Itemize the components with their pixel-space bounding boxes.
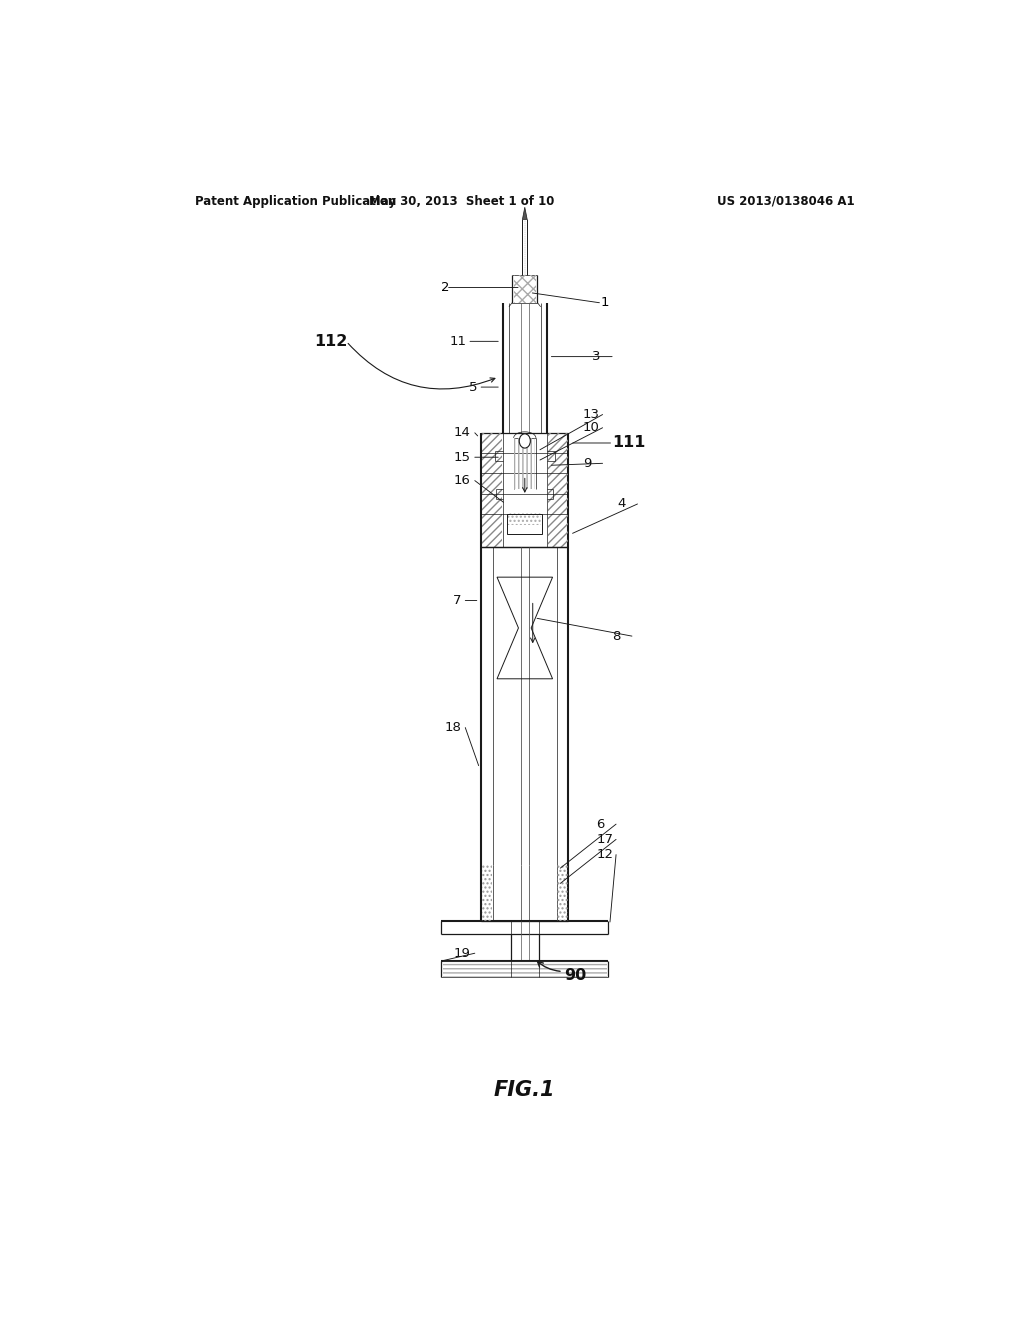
Bar (557, 865, 567, 921)
FancyArrowPatch shape (348, 343, 495, 389)
Bar (443, 961, 606, 977)
FancyArrowPatch shape (538, 961, 560, 972)
Text: 7: 7 (453, 594, 461, 607)
Text: 12: 12 (596, 849, 613, 861)
Text: 14: 14 (454, 426, 471, 440)
Text: 90: 90 (564, 968, 587, 983)
Text: 8: 8 (612, 630, 621, 643)
Bar (482, 865, 493, 921)
Text: 17: 17 (596, 833, 613, 846)
Text: 10: 10 (583, 421, 600, 434)
Text: 111: 111 (612, 436, 645, 450)
Text: US 2013/0138046 A1: US 2013/0138046 A1 (717, 194, 854, 207)
Text: 112: 112 (314, 334, 348, 348)
Text: May 30, 2013  Sheet 1 of 10: May 30, 2013 Sheet 1 of 10 (369, 194, 554, 207)
Text: 5: 5 (469, 380, 477, 393)
Text: 18: 18 (444, 721, 461, 734)
Bar (507, 515, 543, 535)
Bar (508, 513, 542, 525)
Text: Patent Application Publication: Patent Application Publication (196, 194, 396, 207)
Bar (548, 433, 567, 546)
Text: 13: 13 (583, 408, 600, 421)
Circle shape (519, 434, 530, 447)
Text: 16: 16 (454, 474, 471, 487)
Text: 1: 1 (601, 296, 609, 309)
Text: 19: 19 (454, 946, 471, 960)
Text: 3: 3 (592, 350, 601, 363)
Text: 15: 15 (454, 450, 471, 463)
Bar (514, 276, 536, 302)
Polygon shape (522, 207, 527, 219)
Text: 4: 4 (617, 498, 626, 511)
Bar (482, 433, 502, 546)
Text: 9: 9 (583, 457, 591, 470)
Text: 11: 11 (450, 335, 466, 348)
Text: 2: 2 (441, 281, 450, 294)
Bar (514, 438, 536, 488)
Text: 6: 6 (596, 817, 604, 830)
Text: FIG.1: FIG.1 (494, 1081, 556, 1101)
